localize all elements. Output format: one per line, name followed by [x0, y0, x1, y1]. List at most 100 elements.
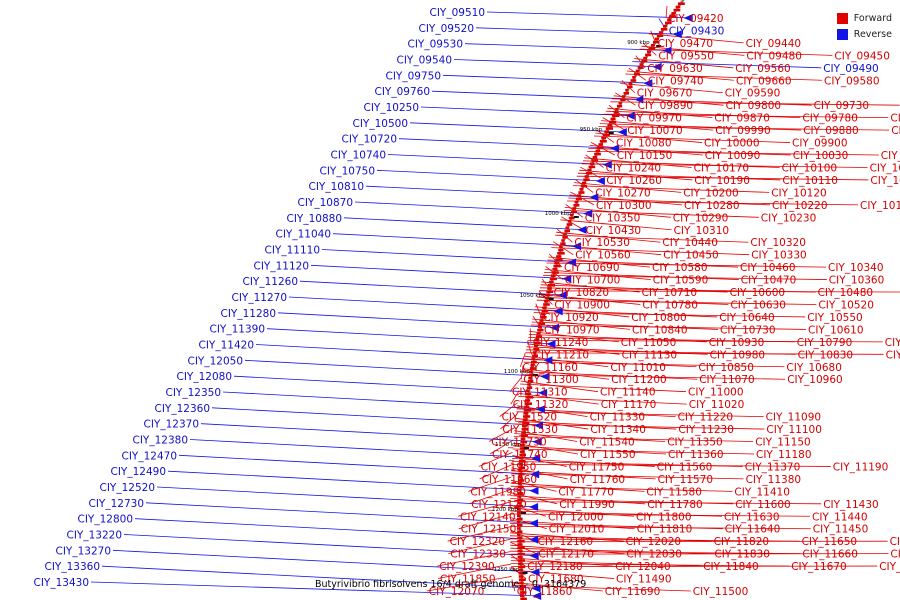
- forward-gene-label: CIY_10170: [694, 162, 750, 174]
- forward-gene-glyph: [567, 220, 572, 223]
- forward-gene-glyph: [583, 178, 590, 181]
- forward-connector: [448, 538, 511, 555]
- reverse-gene-label: CIY_09540: [397, 55, 453, 67]
- forward-gene-glyph: [520, 440, 528, 444]
- connector-lines: [90, 5, 900, 597]
- reverse-gene-glyph: [577, 225, 587, 234]
- forward-gene-label: CIY_10930: [709, 337, 765, 349]
- forward-gene-glyph: [588, 165, 596, 169]
- forward-gene-label: CIY_11760: [570, 474, 626, 486]
- forward-connector: [478, 452, 513, 467]
- forward-gene-label: CIY_11170: [601, 399, 657, 411]
- forward-gene-glyph: [523, 412, 529, 415]
- forward-gene-label: CIY_11960: [482, 474, 537, 486]
- forward-gene-label: CIY_10360: [829, 275, 885, 287]
- forward-gene-label: CIY_09630: [647, 63, 703, 75]
- forward-gene-glyph: [595, 149, 601, 153]
- forward-gene-label: CIY_10790: [797, 337, 853, 349]
- reverse-connector: [486, 11, 693, 19]
- reverse-connector: [255, 344, 553, 361]
- reverse-gene-label: CIY_10720: [342, 134, 398, 146]
- forward-gene-glyph: [518, 466, 525, 469]
- forward-gene-glyph: [650, 44, 655, 47]
- forward-gene-glyph: [525, 399, 531, 402]
- forward-gene-glyph: [571, 210, 577, 213]
- forward-gene-glyph: [517, 501, 521, 505]
- forward-gene-label: CIY_11840: [703, 561, 759, 573]
- forward-connector: [518, 396, 687, 405]
- forward-gene-label: CIY_10190: [694, 175, 750, 187]
- forward-connector: [665, 5, 668, 19]
- forward-gene-glyph: [562, 236, 568, 239]
- reverse-gene-glyph: [540, 372, 550, 381]
- forward-gene-label: CIY_11350: [667, 437, 723, 449]
- forward-gene-glyph: [526, 389, 530, 393]
- forward-gene-glyph: [574, 200, 579, 204]
- forward-gene-label: CIY_10030: [793, 150, 849, 162]
- forward-gene-label: CIY_11540: [579, 437, 635, 449]
- forward-gene-glyph: [520, 594, 525, 597]
- reverse-gene-label: CIY_09760: [375, 86, 431, 98]
- reverse-connector: [266, 328, 556, 345]
- forward-gene-label: CIY_10550: [807, 312, 863, 324]
- reverse-gene-label: CIY_09510: [430, 7, 486, 19]
- forward-gene-glyph: [518, 472, 525, 476]
- legend: Forward Reverse: [836, 10, 892, 42]
- forward-gene-label: CIY_10130: [860, 200, 900, 212]
- forward-connector: [426, 576, 512, 592]
- reverse-gene-label: CIY_12490: [111, 466, 167, 478]
- forward-gene-glyph: [517, 514, 521, 517]
- forward-gene-label: CIY_11000: [688, 387, 744, 399]
- reverse-gene-label: CIY_12350: [166, 387, 222, 399]
- reverse-gene-glyph: [530, 470, 540, 479]
- forward-gene-glyph: [630, 79, 637, 82]
- forward-gene-label: CIY_11600: [735, 499, 791, 511]
- forward-gene-glyph: [610, 117, 616, 121]
- reverse-connector: [189, 439, 541, 459]
- forward-gene-glyph: [589, 162, 595, 165]
- forward-gene-glyph: [673, 8, 681, 12]
- reverse-connector: [167, 470, 539, 492]
- forward-gene-label: CIY_11560: [657, 461, 713, 473]
- forward-gene-glyph: [517, 485, 524, 489]
- reverse-gene-label: CIY_12360: [155, 403, 211, 415]
- forward-gene-glyph: [596, 146, 604, 149]
- forward-gene-glyph: [572, 207, 576, 210]
- forward-gene-glyph: [645, 53, 652, 57]
- forward-connector: [457, 501, 511, 517]
- forward-gene-glyph: [528, 373, 535, 377]
- forward-gene-glyph: [656, 34, 664, 37]
- tick-mark: [548, 298, 554, 300]
- forward-gene-glyph: [556, 255, 562, 258]
- forward-gene-label: CIY_10440: [662, 237, 718, 249]
- forward-gene-glyph: [522, 418, 528, 421]
- forward-gene-label: CIY_09450: [834, 50, 890, 62]
- forward-gene-glyph: [518, 562, 523, 565]
- forward-connector: [437, 551, 511, 567]
- reverse-gene-label: CIY_11280: [221, 308, 277, 320]
- forward-gene-glyph: [540, 312, 546, 316]
- reverse-connector: [442, 74, 653, 84]
- tick-mark: [524, 447, 529, 449]
- forward-gene-glyph: [517, 517, 523, 521]
- forward-gene-label: CIY_11690: [605, 586, 661, 598]
- forward-gene-label: CIY_10000: [704, 138, 760, 150]
- forward-gene-label: CIY_12030: [626, 549, 682, 561]
- gene-labels: CIY_09510 CIY_09520 CIY_09530 CIY_09540 CIY_…: [34, 7, 900, 598]
- tick-mark: [573, 216, 579, 218]
- forward-gene-glyph: [521, 431, 526, 434]
- forward-gene-label: CIY_09480: [746, 50, 802, 62]
- forward-gene-glyph: [534, 341, 541, 345]
- forward-gene-label: CIY_11570: [658, 474, 714, 486]
- forward-gene-glyph: [542, 306, 547, 309]
- reverse-swatch-icon: [836, 28, 848, 40]
- forward-gene-label: CIY_10280: [684, 200, 740, 212]
- forward-gene-glyph: [519, 450, 525, 453]
- forward-connector: [489, 427, 515, 442]
- forward-gene-glyph: [552, 268, 558, 271]
- forward-connector: [520, 383, 687, 393]
- forward-gene-glyph: [541, 309, 549, 313]
- reverse-gene-glyph: [617, 128, 627, 137]
- forward-connector: [582, 160, 780, 168]
